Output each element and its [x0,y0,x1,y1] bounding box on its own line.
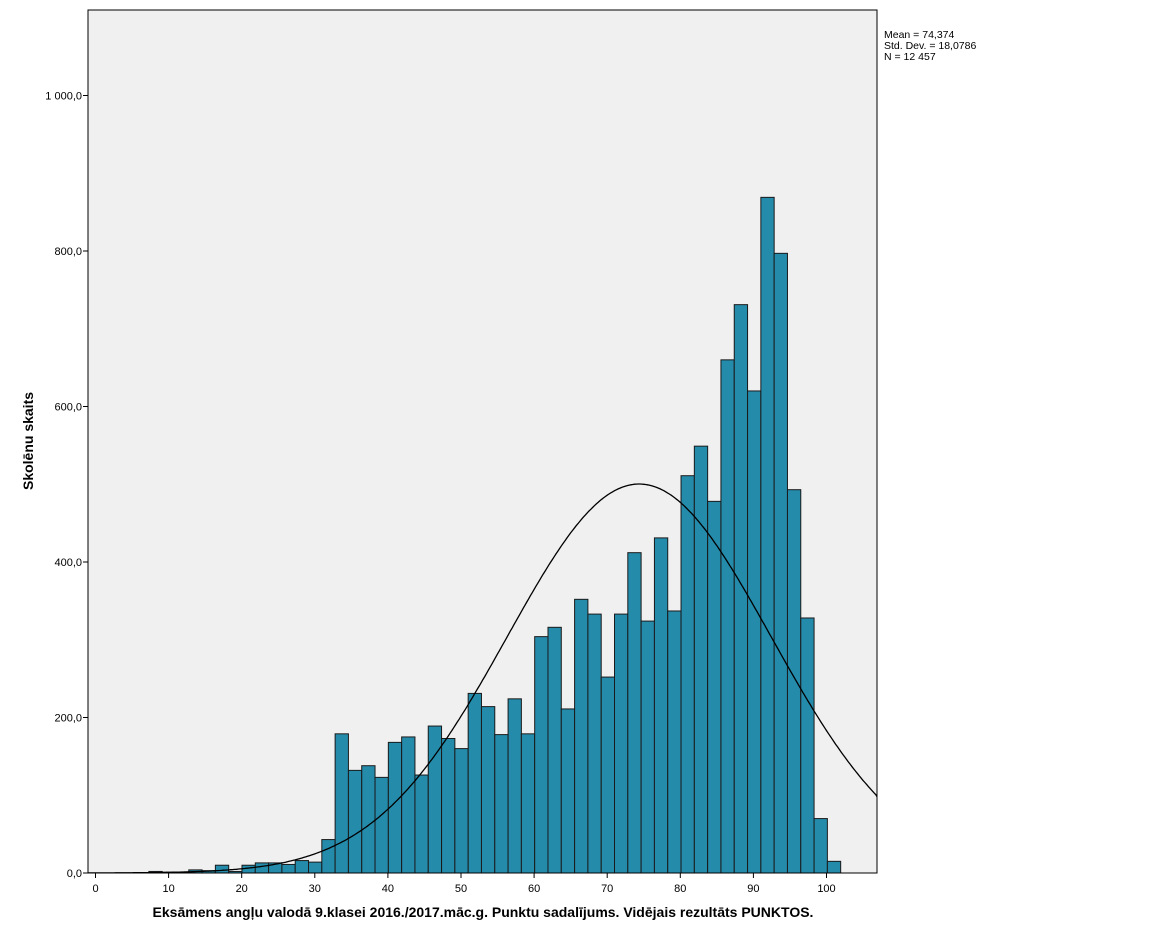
stats-legend: Mean = 74,374 Std. Dev. = 18,0786 N = 12… [884,30,976,63]
x-tick-label: 90 [747,883,759,895]
y-tick-label: 0,0 [67,868,82,880]
histogram-bar [786,489,802,874]
histogram-bar [321,839,336,874]
histogram-bar [361,765,376,874]
histogram-bar [374,776,389,874]
histogram-bar [547,626,562,874]
histogram-bar [587,613,602,874]
histogram-bar [813,818,828,874]
histogram-bar [826,860,842,874]
histogram-bar [414,774,429,874]
histogram-bar [441,737,456,874]
x-tick-label: 50 [455,883,467,895]
x-tick-label: 30 [309,883,321,895]
histogram-bar [480,706,496,874]
histogram-bar [534,636,549,874]
histogram-bar [720,359,735,874]
histogram-bar [600,676,616,874]
histogram-bar [680,475,695,874]
histogram-bar [507,698,522,874]
histogram-bar [707,500,722,874]
y-tick-label: 400,0 [54,557,82,569]
histogram-bar [254,862,270,874]
histogram-bar [214,864,230,874]
histogram-bar [640,620,655,874]
sd-stat: Std. Dev. = 18,0786 [884,40,977,52]
x-tick-label: 60 [528,883,540,895]
x-tick-label: 40 [382,883,394,895]
n-stat: N = 12 457 [884,51,936,63]
x-tick-label: 20 [236,883,248,895]
histogram-bar [747,390,762,874]
histogram-bar [454,748,469,874]
histogram-bar [614,613,629,874]
histogram-bar [693,445,709,874]
mean-stat: Mean = 74,374 [884,29,955,41]
histogram-bar [733,304,749,874]
histogram-bar [308,861,323,874]
x-tick-label: 80 [674,883,686,895]
y-axis-label: Skolēnu skaits [20,392,36,490]
y-tick-label: 1 000,0 [45,91,82,103]
y-tick-label: 200,0 [54,713,82,725]
histogram-bar [760,196,775,874]
histogram-bar [401,736,416,874]
histogram-bar [574,598,589,874]
normal-curve [88,483,878,874]
histogram-bar [347,769,363,874]
x-tick-label: 0 [92,883,98,895]
histogram-bar [560,708,576,874]
histogram-bar [667,610,682,874]
histogram-bar [627,552,642,874]
histogram-bar [773,252,788,874]
histogram-bar [294,860,310,874]
histogram-bar [494,734,509,874]
x-tick-label: 100 [817,883,835,895]
histogram-bar [281,863,296,874]
x-tick-label: 10 [162,883,174,895]
histogram-bar [800,617,815,874]
histogram-bar [653,537,669,874]
histogram-bar [467,692,482,874]
y-tick-label: 600,0 [54,402,82,414]
y-tick-label: 800,0 [54,246,82,258]
histogram-bar [334,733,349,874]
x-axis-label: Eksāmens angļu valodā 9.klasei 2016./201… [153,904,814,920]
x-tick-label: 70 [601,883,613,895]
histogram-bar [520,733,536,874]
